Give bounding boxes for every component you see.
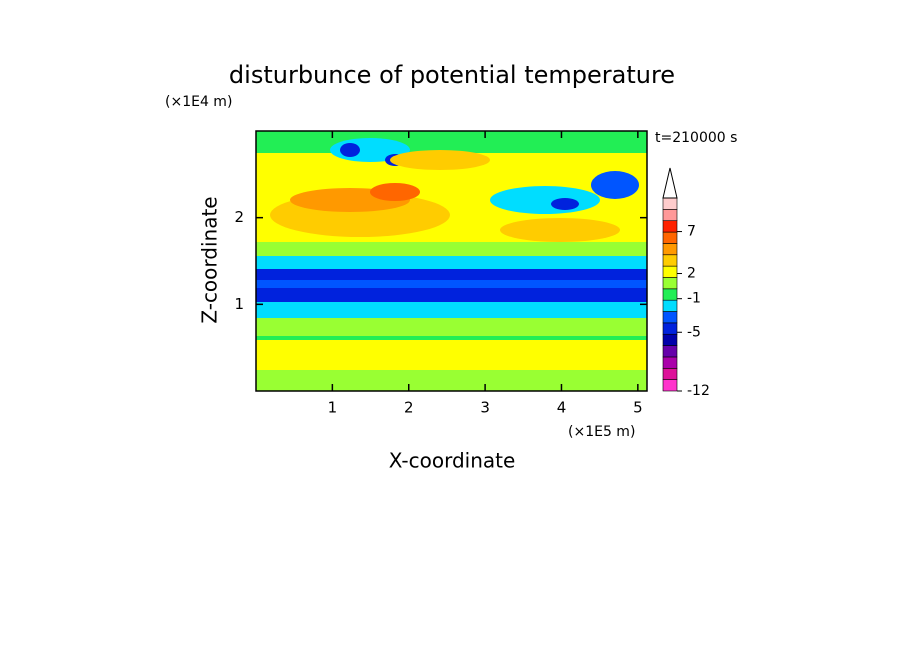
colorbar-box bbox=[662, 299, 678, 312]
colorbar-box bbox=[662, 356, 678, 369]
x-axis-label: X-coordinate bbox=[389, 449, 516, 473]
colorbar-box bbox=[662, 367, 678, 380]
colorbar-tick-label: -12 bbox=[687, 383, 710, 399]
x-tick-label: 4 bbox=[557, 399, 567, 417]
x-tick-label: 2 bbox=[404, 399, 414, 417]
colorbar-box bbox=[662, 277, 678, 290]
x-tick-label: 3 bbox=[480, 399, 490, 417]
colorbar-box bbox=[662, 243, 678, 256]
plot-frame bbox=[255, 130, 648, 392]
x-tick-label: 5 bbox=[633, 399, 643, 417]
colorbar-box bbox=[662, 288, 678, 301]
x-unit: (×1E5 m) bbox=[568, 424, 635, 440]
contour-field bbox=[256, 131, 647, 391]
colorbar-tick-label: -1 bbox=[687, 291, 701, 307]
colorbar-tick-label: 7 bbox=[687, 224, 696, 240]
colorbar-box bbox=[662, 231, 678, 244]
colorbar-box bbox=[662, 379, 678, 392]
colorbar-box bbox=[662, 265, 678, 278]
colorbar-box bbox=[662, 209, 678, 222]
colorbar-box bbox=[662, 197, 678, 210]
y-unit: (×1E4 m) bbox=[165, 94, 232, 110]
x-tick-label: 1 bbox=[328, 399, 338, 417]
y-axis-label: Z-coordinate bbox=[198, 196, 222, 323]
colorbar-tick-label: -5 bbox=[687, 324, 701, 340]
chart-title: disturbunce of potential temperature bbox=[229, 61, 675, 89]
colorbar-box bbox=[662, 220, 678, 233]
annotation: t=210000 s bbox=[655, 130, 737, 146]
y-tick-label: 2 bbox=[234, 208, 244, 226]
y-tick-label: 1 bbox=[234, 295, 244, 313]
colorbar-tick-label: 2 bbox=[687, 266, 696, 282]
colorbar-box bbox=[662, 322, 678, 335]
colorbar-box bbox=[662, 345, 678, 358]
colorbar-box bbox=[662, 311, 678, 324]
colorbar-extend bbox=[662, 167, 678, 199]
colorbar-box bbox=[662, 333, 678, 346]
colorbar-box bbox=[662, 254, 678, 267]
